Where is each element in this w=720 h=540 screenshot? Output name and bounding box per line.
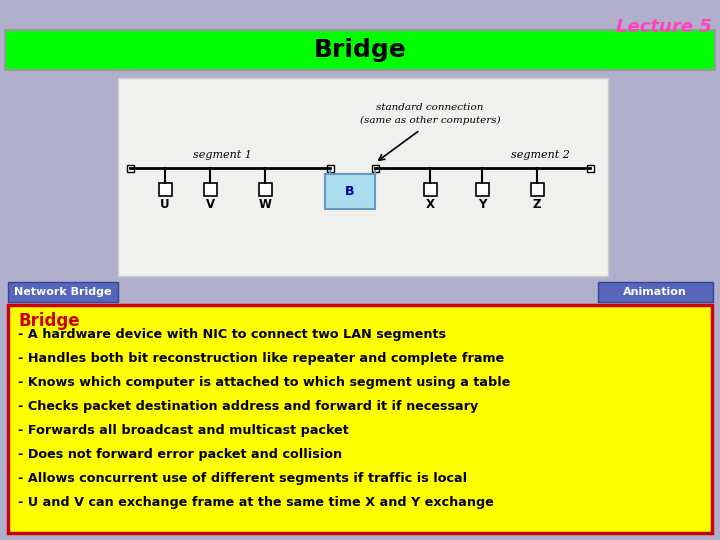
Text: Y: Y bbox=[478, 198, 486, 211]
Text: - Does not forward error packet and collision: - Does not forward error packet and coll… bbox=[18, 448, 342, 461]
Text: W: W bbox=[258, 198, 271, 211]
Bar bbox=[325, 174, 375, 209]
Text: Bridge: Bridge bbox=[18, 312, 80, 330]
Bar bbox=[159, 183, 172, 196]
Bar bbox=[372, 165, 379, 172]
Text: standard connection: standard connection bbox=[377, 104, 484, 112]
Bar bbox=[8, 305, 712, 533]
Text: - U and V can exchange frame at the same time X and Y exchange: - U and V can exchange frame at the same… bbox=[18, 496, 494, 509]
Text: Network Bridge: Network Bridge bbox=[14, 287, 112, 297]
Text: Lecture 5: Lecture 5 bbox=[616, 18, 712, 36]
Bar bbox=[531, 183, 544, 196]
Text: Z: Z bbox=[533, 198, 541, 211]
Text: - Knows which computer is attached to which segment using a table: - Knows which computer is attached to wh… bbox=[18, 376, 510, 389]
Text: X: X bbox=[426, 198, 434, 211]
Text: Bridge: Bridge bbox=[314, 38, 406, 62]
Text: - Allows concurrent use of different segments if traffic is local: - Allows concurrent use of different seg… bbox=[18, 472, 467, 485]
Text: Animation: Animation bbox=[623, 287, 687, 297]
Text: - Forwards all broadcast and multicast packet: - Forwards all broadcast and multicast p… bbox=[18, 424, 348, 437]
Text: B: B bbox=[346, 185, 355, 198]
Text: - A hardware device with NIC to connect two LAN segments: - A hardware device with NIC to connect … bbox=[18, 328, 446, 341]
Bar bbox=[424, 183, 437, 196]
Text: V: V bbox=[205, 198, 215, 211]
Bar bbox=[598, 282, 713, 302]
Bar bbox=[127, 165, 134, 172]
Bar bbox=[327, 165, 334, 172]
Text: U: U bbox=[160, 198, 170, 211]
Bar bbox=[118, 78, 608, 276]
Bar bbox=[5, 30, 715, 70]
Text: - Checks packet destination address and forward it if necessary: - Checks packet destination address and … bbox=[18, 400, 478, 413]
Text: (same as other computers): (same as other computers) bbox=[360, 116, 500, 125]
Bar bbox=[476, 183, 489, 196]
Bar bbox=[8, 282, 118, 302]
Bar bbox=[204, 183, 217, 196]
Bar bbox=[259, 183, 272, 196]
Text: - Handles both bit reconstruction like repeater and complete frame: - Handles both bit reconstruction like r… bbox=[18, 352, 504, 365]
Text: segment 1: segment 1 bbox=[192, 150, 251, 160]
Bar bbox=[587, 165, 594, 172]
Text: segment 2: segment 2 bbox=[510, 150, 570, 160]
